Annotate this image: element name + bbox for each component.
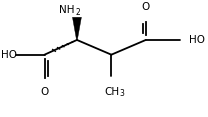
Text: CH: CH (104, 87, 119, 97)
Text: 2: 2 (75, 8, 80, 17)
Text: HO: HO (189, 35, 205, 45)
Polygon shape (72, 17, 81, 40)
Text: O: O (142, 2, 150, 12)
Text: HO: HO (1, 50, 17, 60)
Text: NH: NH (59, 5, 75, 15)
Text: O: O (40, 87, 49, 97)
Text: 3: 3 (120, 89, 125, 98)
